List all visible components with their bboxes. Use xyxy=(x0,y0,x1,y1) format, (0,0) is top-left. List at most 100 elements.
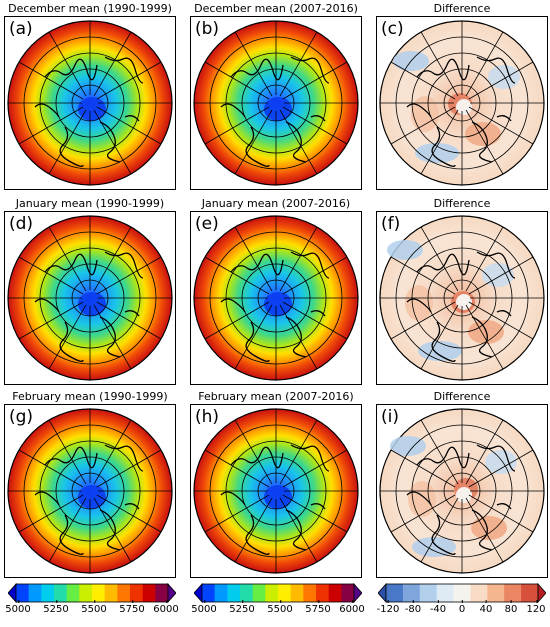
polar-vortex-core xyxy=(78,97,106,121)
meridian-line xyxy=(48,497,87,563)
meridian-line xyxy=(279,497,318,563)
coastline xyxy=(471,121,493,163)
coastline xyxy=(476,251,516,279)
colorbar-swatch xyxy=(265,584,279,602)
meridian-line xyxy=(420,419,459,485)
pole-marker xyxy=(456,99,472,115)
coastline xyxy=(310,310,326,317)
polar-map xyxy=(7,215,173,381)
difference-patch xyxy=(465,122,501,146)
coastline xyxy=(230,446,284,469)
meridian-line xyxy=(234,226,273,292)
meridian-line xyxy=(465,226,504,292)
colorbar-swatch xyxy=(303,584,317,602)
panel-title: Difference xyxy=(433,197,491,210)
meridian-line xyxy=(468,449,534,488)
colorbar-swatch xyxy=(227,584,241,602)
colorbar-swatch xyxy=(66,584,80,602)
coastline xyxy=(104,444,144,472)
colorbar-swatch xyxy=(504,584,522,602)
colorbar-swatch xyxy=(240,584,254,602)
panel-title: February mean (2007-2016) xyxy=(198,390,354,403)
colorbar-swatch xyxy=(521,584,539,602)
map-svg xyxy=(7,215,173,381)
colorbar-swatch xyxy=(41,584,55,602)
colorbar-extend-right xyxy=(537,582,547,604)
colorbar-swatch xyxy=(28,584,42,602)
meridian-line xyxy=(234,31,273,97)
coastline xyxy=(99,121,121,163)
colorbar-swatch xyxy=(278,584,292,602)
coastline xyxy=(99,509,121,551)
meridian-line xyxy=(390,494,456,533)
meridian-line xyxy=(48,226,87,292)
map-frame: (b) xyxy=(190,16,362,190)
meridian-line xyxy=(204,106,270,145)
map-frame: (h) xyxy=(190,404,362,578)
meridian-line xyxy=(468,256,534,295)
panel-label: (e) xyxy=(195,214,219,234)
colorbar-svg xyxy=(193,582,363,604)
meridian-line xyxy=(420,31,459,97)
pole-marker xyxy=(456,487,472,503)
coastline xyxy=(34,298,60,313)
map-frame: (i) xyxy=(376,404,548,578)
map-panel: February mean (1990-1999) (g) xyxy=(4,390,176,580)
map-frame: (g) xyxy=(4,404,176,578)
difference-patch xyxy=(387,240,423,260)
meridian-line xyxy=(468,301,534,340)
colorbar-swatch xyxy=(341,584,355,602)
coastline xyxy=(124,115,140,122)
colorbar-tick: 80 xyxy=(504,600,518,615)
coastline xyxy=(34,103,60,118)
panel-label: (i) xyxy=(381,407,399,427)
meridian-line xyxy=(18,256,84,295)
polar-map xyxy=(193,215,359,381)
meridian-line xyxy=(282,106,348,145)
meridian-line xyxy=(465,419,504,485)
map-frame: (f) xyxy=(376,211,548,385)
meridian-line xyxy=(279,419,318,485)
colorbar-swatch xyxy=(290,584,304,602)
meridian-line xyxy=(234,304,273,370)
meridian-line xyxy=(465,31,504,97)
meridian-line xyxy=(390,301,456,340)
meridian-line xyxy=(465,109,504,175)
meridian-line xyxy=(93,109,132,175)
coastline xyxy=(230,58,284,81)
colorbar-swatch xyxy=(214,584,228,602)
colorbar-diff-ticks: -120 -80 -40 0 40 80 120 xyxy=(377,600,546,621)
coastline xyxy=(476,56,516,84)
coastline xyxy=(496,115,512,122)
meridian-line xyxy=(282,61,348,100)
meridian-line xyxy=(96,301,162,340)
panel-title: December mean (2007-2016) xyxy=(194,2,358,15)
colorbar-svg xyxy=(7,582,177,604)
panel-title: February mean (1990-1999) xyxy=(12,390,168,403)
coastline xyxy=(406,491,432,506)
coastline xyxy=(496,310,512,317)
meridian-line xyxy=(48,109,87,175)
coastline xyxy=(220,491,246,506)
coastline xyxy=(124,310,140,317)
coastline xyxy=(220,298,246,313)
colorbar-tick: 5000 xyxy=(5,600,31,615)
meridian-line xyxy=(48,419,87,485)
coastline xyxy=(285,316,307,358)
difference-patch xyxy=(390,436,426,456)
map-frame: (a) xyxy=(4,16,176,190)
coastline xyxy=(124,503,140,510)
panel-label: (c) xyxy=(381,19,404,39)
map-svg xyxy=(7,408,173,574)
coastline xyxy=(496,503,512,510)
meridian-line xyxy=(234,497,273,563)
polar-map xyxy=(379,20,545,186)
meridian-line xyxy=(204,256,270,295)
panel-label: (f) xyxy=(381,214,401,234)
meridian-line xyxy=(390,106,456,145)
map-svg xyxy=(379,408,545,574)
coastline xyxy=(34,491,60,506)
colorbar-swatch xyxy=(402,584,421,602)
coastline xyxy=(104,251,144,279)
coastline xyxy=(245,321,270,362)
